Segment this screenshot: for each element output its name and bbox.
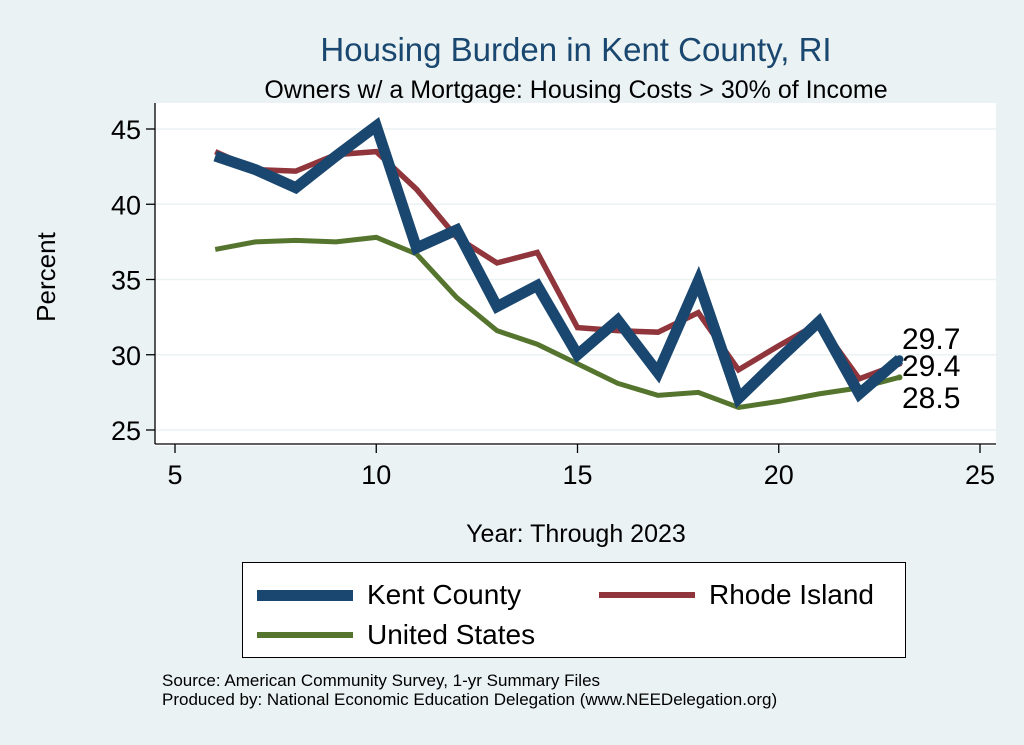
series-layer — [213, 117, 904, 410]
x-axis-label: Year: Through 2023 — [466, 520, 686, 548]
x-tick-label: 20 — [764, 460, 794, 490]
legend: Kent County Rhode Island United States — [242, 562, 906, 658]
end-label-kent-county: 29.7 — [902, 323, 960, 356]
legend-swatch-rhode-island — [599, 592, 695, 598]
y-tick-label: 30 — [111, 341, 141, 371]
x-tick-label: 15 — [562, 460, 592, 490]
grid-lines — [155, 128, 996, 431]
legend-item-kent-county: Kent County — [257, 579, 521, 611]
legend-item-rhode-island: Rhode Island — [599, 579, 874, 611]
legend-label-kent-county: Kent County — [367, 579, 522, 610]
series-end-point-united-states — [896, 374, 903, 381]
y-tick-label: 25 — [111, 416, 141, 446]
legend-label-united-states: United States — [367, 619, 536, 650]
x-tick-label: 25 — [965, 460, 995, 490]
chart-title: Housing Burden in Kent County, RI — [320, 31, 831, 68]
y-axis-label: Percent — [31, 231, 61, 321]
source-note: Source: American Community Survey, 1-yr … — [162, 671, 601, 690]
end-label-rhode-island: 29.4 — [902, 350, 960, 383]
x-tick-label: 5 — [167, 460, 182, 490]
series-line-kent-county — [213, 117, 904, 409]
chart-subtitle: Owners w/ a Mortgage: Housing Costs > 30… — [264, 76, 887, 104]
x-tick-label: 10 — [361, 460, 391, 490]
produced-by-note: Produced by: National Economic Education… — [162, 690, 778, 709]
end-label-united-states: 28.5 — [902, 382, 960, 415]
legend-swatch-united-states — [257, 632, 353, 638]
legend-swatch-kent-county — [257, 589, 353, 601]
y-tick-label: 35 — [111, 266, 141, 296]
legend-label-rhode-island: Rhode Island — [709, 579, 875, 610]
series-end-point-kent-county — [895, 355, 904, 364]
source-notes: Source: American Community Survey, 1-yr … — [162, 671, 777, 709]
chart-area: 25 30 35 40 45 5 10 15 20 25 29.729.428.5 Housing… — [31, 31, 996, 548]
plot-background — [155, 103, 996, 446]
y-tick-label: 45 — [111, 115, 141, 145]
y-tick-label: 40 — [111, 190, 141, 220]
legend-item-united-states: United States — [257, 619, 535, 651]
series-line-united-states — [214, 234, 901, 410]
axes: 25 30 35 40 45 5 10 15 20 25 — [111, 103, 996, 490]
end-labels: 29.729.428.5 — [902, 323, 960, 415]
